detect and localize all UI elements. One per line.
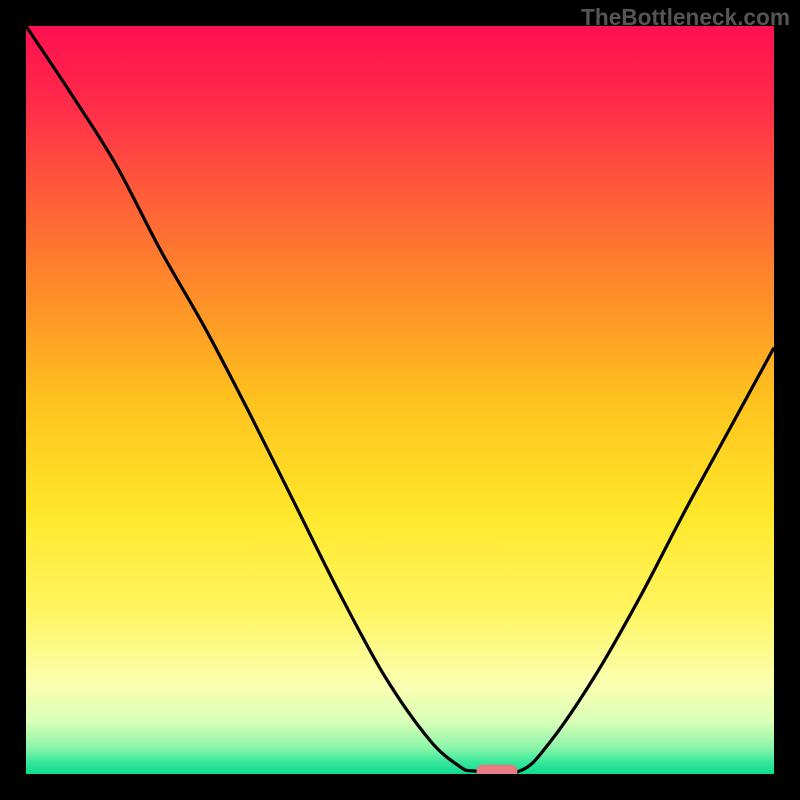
valley-marker (477, 765, 518, 774)
chart-outer-frame (0, 0, 800, 800)
chart-plot-area (26, 26, 774, 774)
bottleneck-curve (26, 26, 774, 774)
watermark-text: TheBottleneck.com (581, 4, 790, 31)
